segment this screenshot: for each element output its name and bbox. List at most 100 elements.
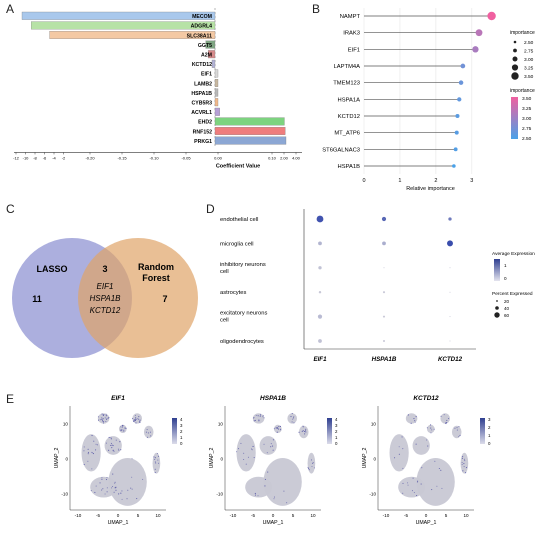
umap-cell — [270, 443, 272, 445]
panel-label-d: D — [206, 202, 215, 216]
umap-cell — [113, 491, 115, 493]
y-tick-label: HSPA1B — [338, 164, 361, 170]
umap-cell — [243, 458, 245, 461]
umap-title: HSPA1B — [260, 395, 286, 402]
umap-cell — [157, 459, 159, 461]
y-tick-label: cell — [220, 269, 229, 275]
umap-cell — [440, 415, 442, 417]
bar-label: GGT5 — [198, 43, 212, 49]
umap-cell — [461, 457, 463, 459]
umap-cluster — [236, 434, 256, 472]
umap-cell — [156, 453, 159, 455]
umap-cell — [443, 414, 445, 416]
umap-scale-label: 0 — [335, 441, 338, 446]
umap-cell — [150, 435, 152, 437]
x-tick-label: 2.00 — [280, 155, 289, 160]
umap-cell — [102, 488, 104, 490]
umap-x-title: UMAP_1 — [416, 520, 437, 526]
umap-cell — [262, 415, 264, 417]
pct-legend-label: 20 — [504, 299, 510, 304]
umap-cell — [87, 460, 89, 462]
umap-cluster — [460, 452, 469, 474]
umap-title: EIF1 — [111, 395, 125, 402]
umap-cell — [436, 485, 438, 487]
umap-cell — [99, 482, 101, 484]
umap-cell — [445, 423, 447, 425]
bar-A2M — [207, 50, 216, 59]
x-tick-label: 0.00 — [214, 155, 223, 160]
umap-cell — [402, 482, 404, 484]
umap-x-tick: -10 — [383, 513, 390, 518]
umap-cell — [402, 448, 404, 450]
dot-HSPA1B — [382, 241, 386, 246]
umap-cell — [102, 418, 104, 420]
color-legend-label: 2.50 — [522, 136, 532, 142]
umap-cell — [257, 495, 259, 497]
umap-x-tick: -10 — [75, 513, 82, 518]
panel-a-coefficient-chart: MECOM ADGRL4 SLC38A11 GGT5 A2M KCTD12 EIF1 LAMB… — [13, 8, 302, 169]
umap-cell — [115, 489, 117, 491]
umap-cell — [311, 465, 313, 468]
umap-cell — [410, 422, 412, 424]
umap-cell — [99, 419, 101, 421]
umap-x-tick: -5 — [251, 513, 256, 518]
umap-cell — [298, 431, 300, 433]
umap-cell — [254, 492, 256, 495]
umap-cell — [307, 467, 309, 469]
y-tick-label: inhibitory neurons — [220, 262, 266, 268]
x-tick-label: 3 — [470, 178, 473, 184]
umap-cell — [272, 445, 274, 447]
umap-cluster — [143, 425, 154, 439]
umap-cluster — [389, 434, 409, 472]
umap-cell — [430, 432, 432, 434]
y-tick-label: NAMPT — [340, 14, 361, 20]
umap-cell — [95, 485, 97, 487]
umap-cell — [253, 456, 255, 459]
umap-cell — [111, 444, 113, 446]
umap-x-tick: 0 — [117, 513, 120, 518]
overlap-gene: EIF1 — [97, 282, 114, 291]
dot-KCTD12 — [449, 316, 451, 318]
umap-cell — [292, 418, 294, 420]
umap-scale-label: 0 — [488, 441, 491, 446]
umap-cell — [447, 417, 450, 420]
umap-cell — [91, 468, 93, 470]
size-legend-label: 3.25 — [524, 66, 534, 72]
umap-cell — [102, 420, 104, 423]
umap-cluster — [440, 413, 451, 424]
umap-cell — [465, 467, 468, 469]
umap-cell — [258, 420, 260, 422]
umap-cell — [91, 452, 93, 454]
umap-cell — [135, 417, 137, 419]
umap-cell — [454, 427, 456, 429]
bar-ADGRL4 — [31, 21, 216, 30]
umap-cell — [307, 468, 310, 470]
size-legend-label: 2.75 — [524, 49, 534, 55]
umap-cell — [245, 463, 247, 465]
x-tick-label: -6 — [43, 155, 47, 160]
umap-cell — [462, 455, 464, 458]
dot-KCTD12 — [449, 267, 451, 269]
umap-title: KCTD12 — [413, 395, 439, 402]
umap-cell — [254, 419, 256, 421]
bar-MECOM — [21, 11, 216, 20]
umap-y-tick: -10 — [61, 492, 68, 497]
umap-cell — [310, 459, 312, 461]
umap-cell — [119, 441, 121, 443]
umap-x-tick: 10 — [310, 513, 316, 518]
color-legend-bar — [511, 97, 518, 139]
dot-EIF1 — [316, 215, 324, 223]
umap-cell — [402, 467, 404, 469]
umap-cell — [464, 460, 466, 462]
x-tick-label: -12 — [13, 155, 20, 160]
x-tick-label: -10 — [23, 155, 30, 160]
y-tick-label: HSPA1A — [338, 97, 361, 103]
pct-legend-dot — [496, 300, 498, 302]
umap-cell — [401, 436, 403, 438]
umap-cell — [145, 431, 147, 433]
umap-cell — [154, 458, 156, 460]
y-tick-label: ST6GALNAC3 — [322, 147, 360, 153]
umap-cell — [132, 417, 134, 420]
umap-y-tick: -10 — [369, 492, 376, 497]
